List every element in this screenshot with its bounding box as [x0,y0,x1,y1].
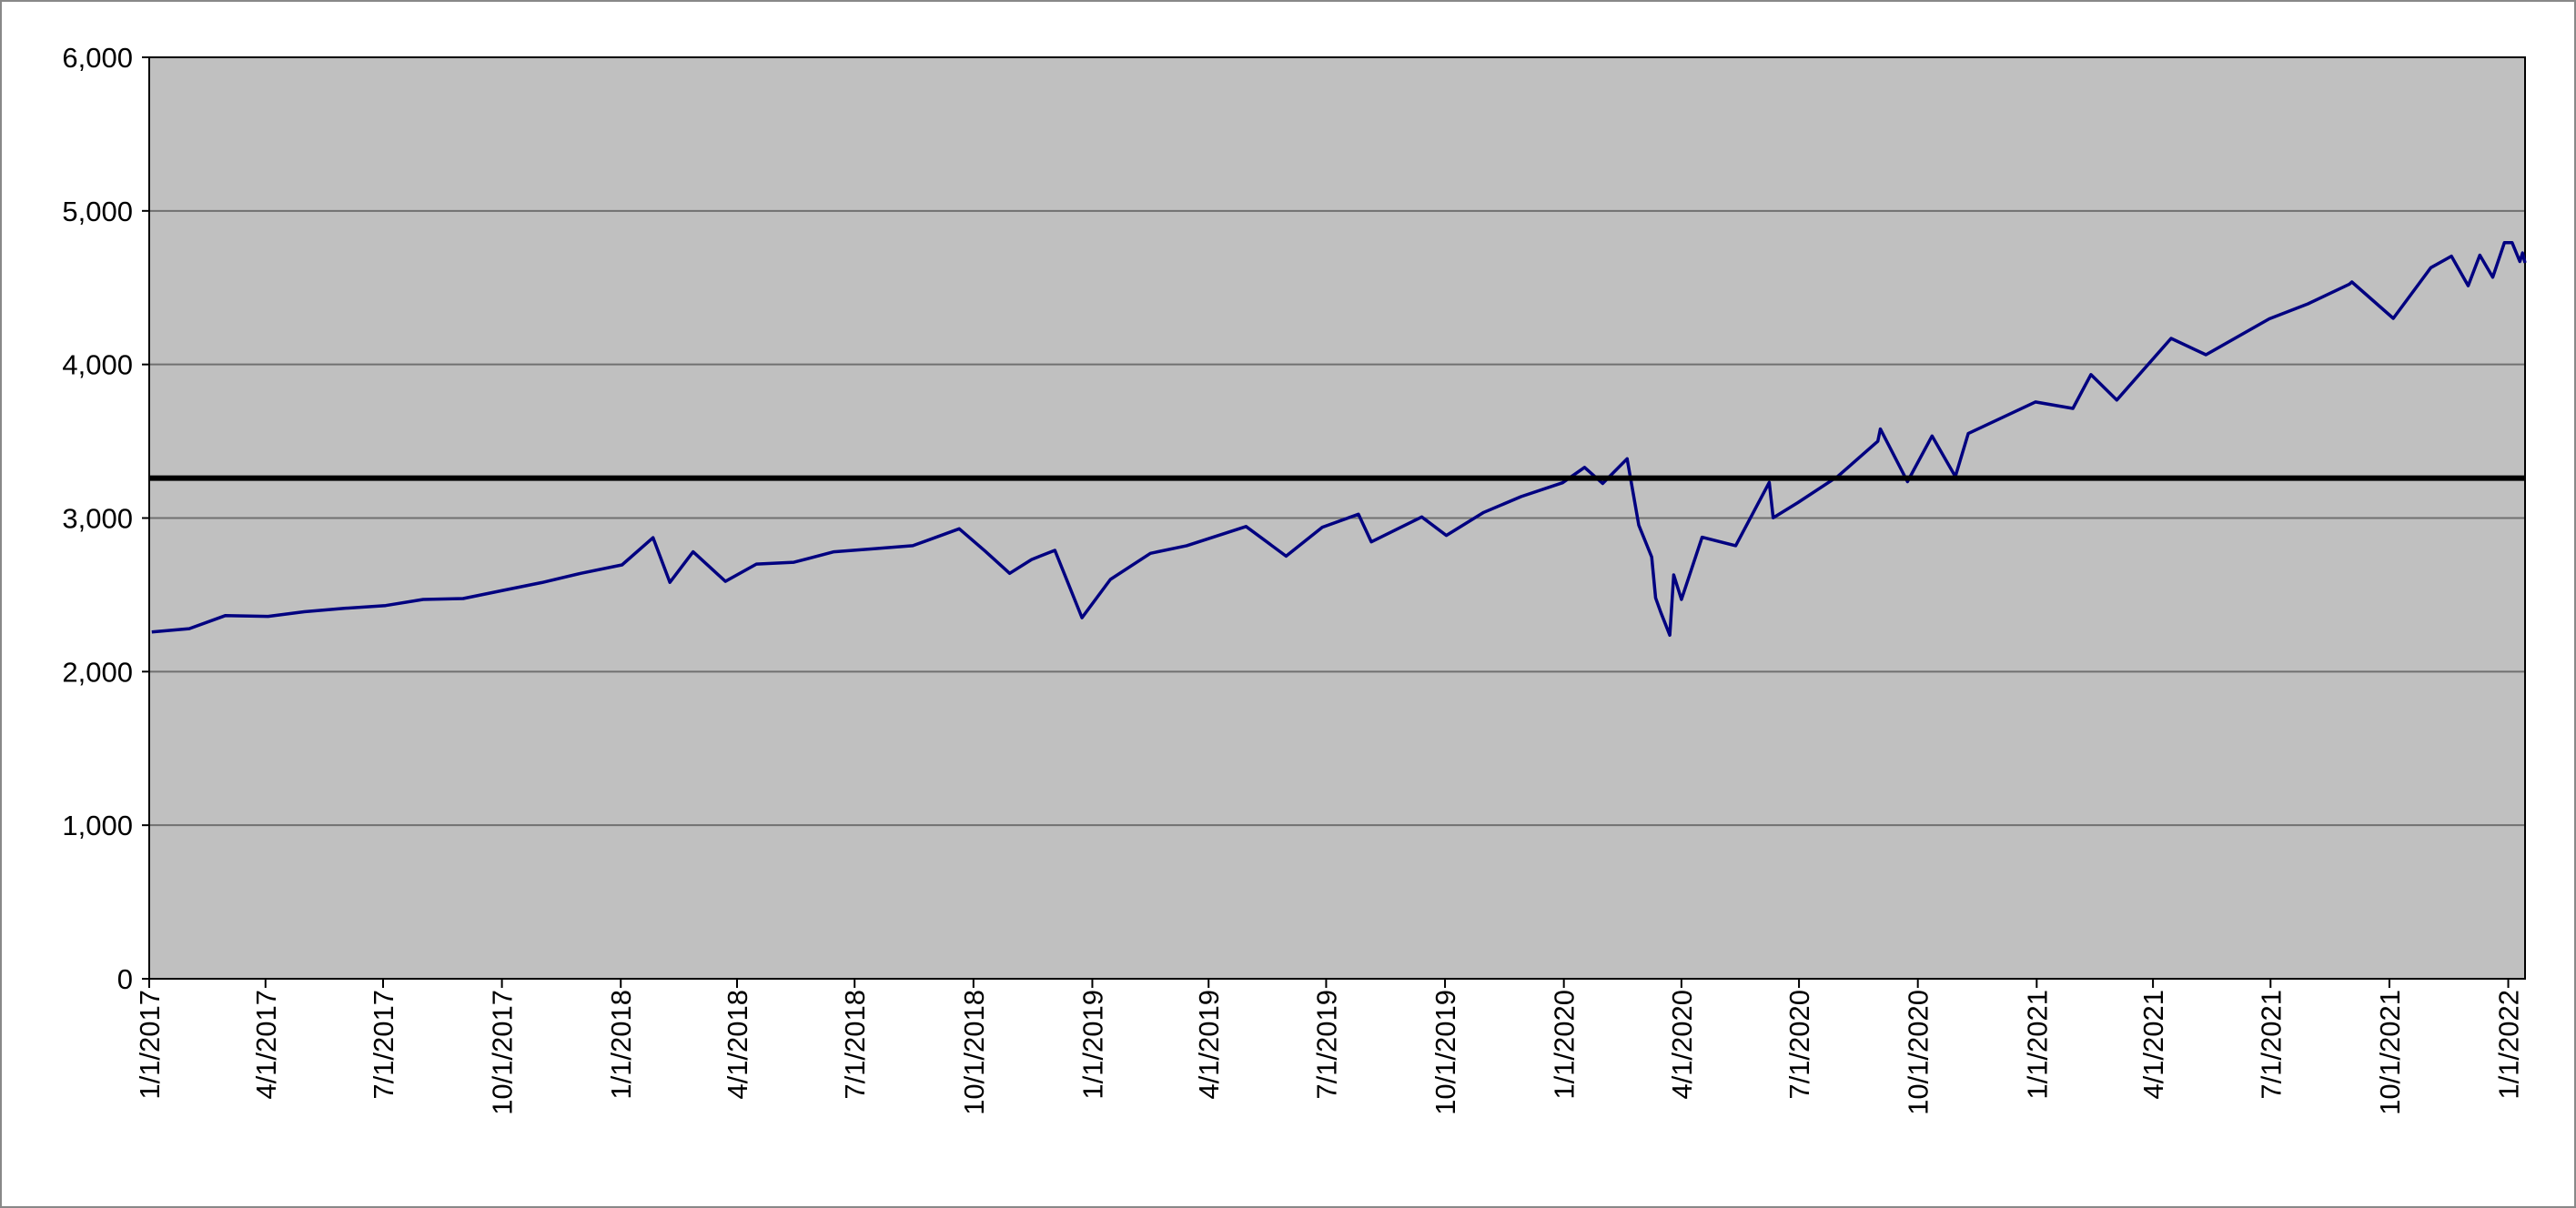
y-tick-label: 2,000 [62,656,133,688]
x-tick-label: 10/1/2018 [958,990,990,1115]
y-tick-label: 3,000 [62,503,133,535]
x-tick-label: 10/1/2020 [1903,990,1935,1115]
x-tick-label: 1/1/2019 [1076,990,1108,1100]
y-tick-label: 5,000 [62,196,133,227]
x-tick-label: 4/1/2021 [2137,990,2169,1100]
y-tick-label: 4,000 [62,349,133,381]
x-tick-label: 7/1/2017 [368,990,399,1100]
x-tick-label: 10/1/2021 [2374,990,2406,1115]
x-tick-label: 1/1/2021 [2021,990,2053,1100]
x-tick-label: 1/1/2018 [605,990,637,1100]
x-tick-label: 10/1/2019 [1429,990,1461,1115]
x-tick-label: 7/1/2018 [839,990,871,1100]
x-tick-label: 10/1/2017 [487,990,519,1115]
x-tick-label: 4/1/2017 [250,990,282,1100]
plot-border [148,56,2526,980]
y-tick-label: 0 [117,963,133,995]
x-tick-label: 1/1/2022 [2493,990,2525,1100]
x-tick-label: 7/1/2019 [1310,990,1342,1100]
x-tick-label: 4/1/2020 [1666,990,1698,1100]
x-tick-label: 7/1/2020 [1783,990,1815,1100]
x-tick-label: 1/1/2020 [1549,990,1581,1100]
x-tick-label: 4/1/2019 [1193,990,1225,1100]
x-tick-label: 1/1/2017 [134,990,166,1100]
y-tick-label: 6,000 [62,42,133,74]
x-tick-label: 4/1/2018 [722,990,753,1100]
y-tick-label: 1,000 [62,810,133,841]
x-tick-label: 7/1/2021 [2255,990,2287,1100]
